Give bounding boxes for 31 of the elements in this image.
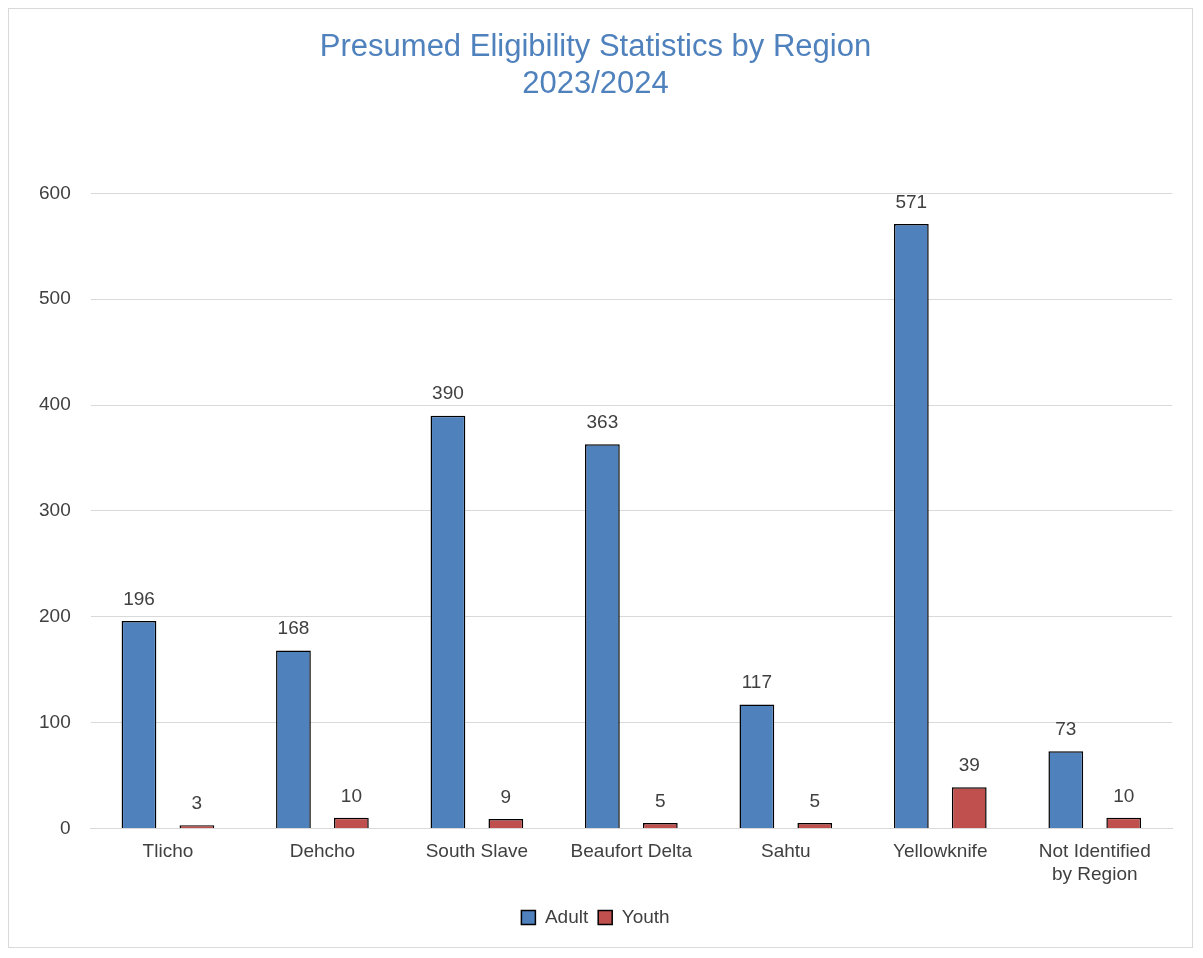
data-label: 5 [809,789,821,811]
x-tick-label: Dehcho [289,840,356,862]
x-tick-label: South Slave [425,840,529,862]
data-label: 3 [191,791,203,813]
data-label: 10 [1113,784,1135,806]
y-tick-label: 200 [39,604,71,626]
data-label: 39 [958,753,980,775]
y-tick-label: 400 [39,393,71,415]
x-tick-label: Sahtu [760,840,811,862]
legend-label: Youth [621,905,670,927]
x-tick-label: Beaufort Delta [570,840,693,862]
data-label: 5 [655,789,666,811]
data-label: 363 [586,410,619,432]
x-tick-label: Yellowknife [893,840,988,862]
data-label: 73 [1055,717,1077,739]
data-label: 10 [340,784,362,806]
data-label: 168 [277,617,310,639]
data-label: 196 [123,587,155,609]
data-label: 9 [500,785,512,807]
y-tick-label: 500 [39,287,71,309]
y-tick-label: 300 [39,499,71,521]
data-label: 571 [895,190,928,212]
x-tick-label: Tlicho [142,840,194,862]
data-label: 117 [741,671,773,693]
legend-label: Adult [544,905,589,927]
y-tick-label: 100 [39,710,71,732]
chart-title: Presumed Eligibility Statistics by Region 2023/2024 [319,28,872,101]
y-tick-label: 0 [60,816,71,838]
x-tick-label: Not Identified by Region [1038,840,1151,884]
y-tick-label: 600 [39,181,71,203]
data-label: 390 [432,382,464,404]
